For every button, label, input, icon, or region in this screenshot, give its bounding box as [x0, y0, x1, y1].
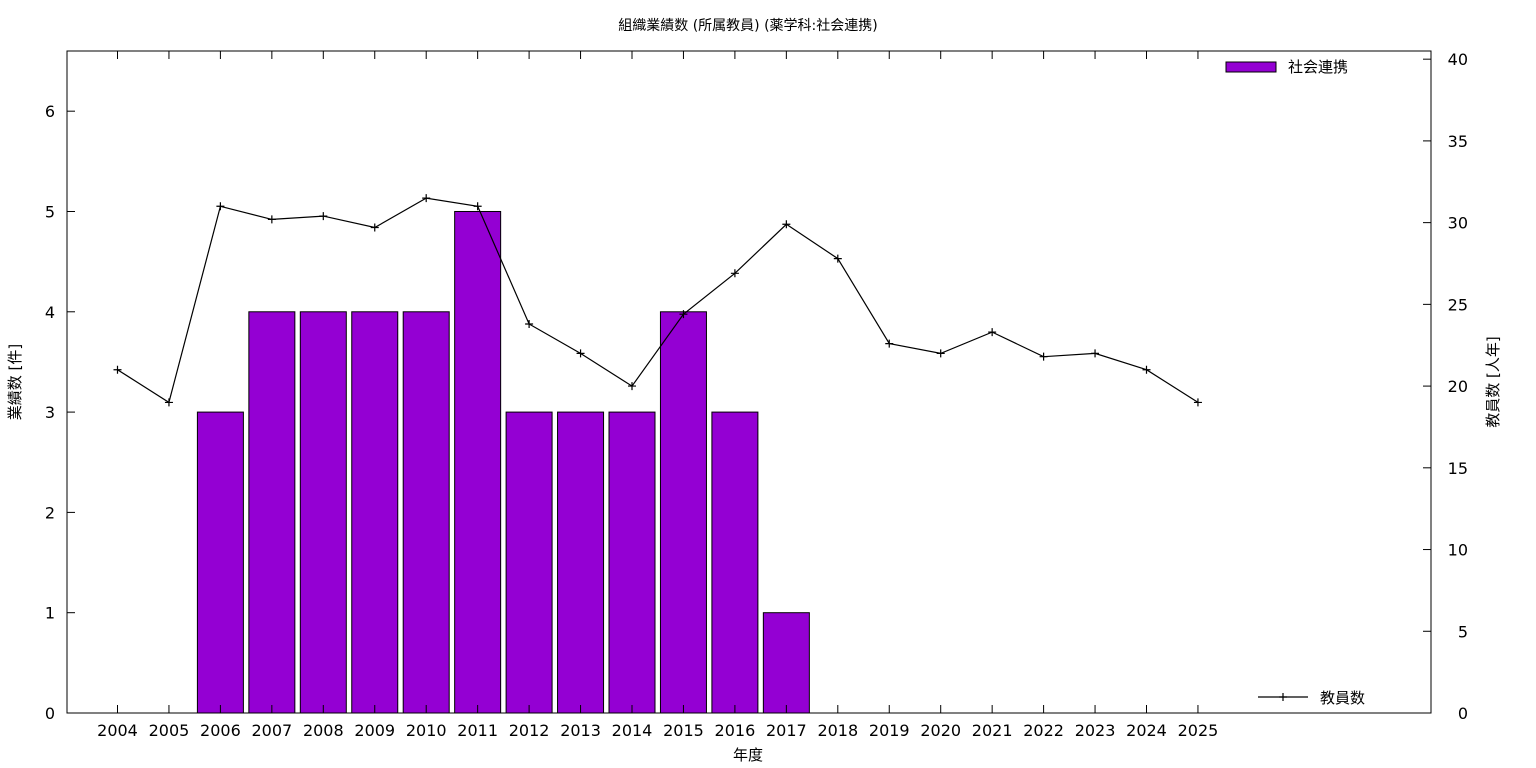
line-point-2005	[164, 398, 173, 407]
faculty-line	[117, 197, 1199, 404]
y-tick-label-6: 6	[45, 102, 55, 121]
x-tick-label-2005: 2005	[149, 721, 190, 740]
y-axis-left: 0 1 2 3 4 5 6	[45, 102, 75, 723]
line-point-2018	[833, 254, 842, 263]
x-tick-label-2018: 2018	[817, 721, 858, 740]
line-point-2019	[885, 339, 894, 348]
line-group	[113, 194, 1202, 407]
plot-frame	[66, 50, 1432, 714]
y-tick-label-5: 5	[45, 202, 55, 221]
line-point-2007	[267, 215, 276, 224]
x-tick-label-2022: 2022	[1023, 721, 1064, 740]
chart-title: 組織業績数 (所属教員) (薬学科:社会連携)	[618, 18, 877, 34]
x-tick-label-2013: 2013	[560, 721, 601, 740]
line-point-2004	[113, 365, 122, 374]
line-point-2025	[1193, 398, 1202, 407]
x-axis-label: 年度	[733, 746, 763, 764]
line-point-2012	[525, 319, 534, 328]
bar-2011	[454, 210, 502, 714]
bar-2008	[299, 311, 347, 714]
bar-2014	[608, 411, 656, 714]
x-tick-label-2017: 2017	[766, 721, 807, 740]
line-point-2021	[988, 328, 997, 337]
bar-2006	[196, 411, 244, 714]
y2-tick-label-25: 25	[1448, 295, 1468, 314]
x-tick-label-2012: 2012	[509, 721, 550, 740]
y-tick-label-1: 1	[45, 604, 55, 623]
x-tick-label-2015: 2015	[663, 721, 704, 740]
bars-group	[196, 210, 810, 714]
line-point-2006	[216, 202, 225, 211]
y-tick-label-4: 4	[45, 303, 55, 322]
line-point-2013	[576, 349, 585, 358]
y2-tick-label-15: 15	[1448, 459, 1468, 478]
bar-2016	[711, 411, 759, 714]
line-point-2011	[473, 202, 482, 211]
x-tick-label-2014: 2014	[612, 721, 653, 740]
y2-tick-label-0: 0	[1458, 704, 1468, 723]
x-tick-label-2021: 2021	[972, 721, 1013, 740]
y2-tick-label-35: 35	[1448, 132, 1468, 151]
line-point-2024	[1142, 365, 1151, 374]
x-tick-label-2007: 2007	[251, 721, 292, 740]
x-tick-label-2016: 2016	[715, 721, 756, 740]
line-point-2015	[679, 310, 688, 319]
y2-tick-label-40: 40	[1448, 50, 1468, 69]
line-point-2008	[319, 212, 328, 221]
x-tick-label-2011: 2011	[457, 721, 498, 740]
bar-2017	[762, 612, 810, 714]
y-tick-label-0: 0	[45, 704, 55, 723]
x-tick-label-2008: 2008	[303, 721, 344, 740]
x-tick-label-2004: 2004	[97, 721, 138, 740]
x-tick-label-2019: 2019	[869, 721, 910, 740]
x-tick-label-2024: 2024	[1126, 721, 1167, 740]
y-axis-right: 0 5 10 15 20 25 30 35 40	[1423, 50, 1468, 723]
x-tick-label-2006: 2006	[200, 721, 241, 740]
bar-2010	[402, 311, 450, 714]
line-point-2022	[1039, 352, 1048, 361]
bar-2007	[248, 311, 296, 714]
legend-line-marker	[1279, 693, 1287, 701]
line-point-2009	[370, 223, 379, 232]
line-point-2023	[1091, 349, 1100, 358]
legend-line: 教員数	[1258, 689, 1365, 707]
x-tick-label-2010: 2010	[406, 721, 447, 740]
line-point-2020	[936, 349, 945, 358]
x-tick-label-2020: 2020	[920, 721, 961, 740]
line-point-2017	[782, 220, 791, 229]
x-tick-label-2025: 2025	[1178, 721, 1219, 740]
y-tick-label-2: 2	[45, 503, 55, 522]
line-point-2014	[628, 382, 636, 391]
legend-line-label: 教員数	[1320, 689, 1365, 707]
y-tick-label-3: 3	[45, 403, 55, 422]
legend-bar: 社会連携	[1225, 58, 1348, 76]
bar-2013	[557, 411, 605, 714]
bar-2015	[659, 311, 707, 714]
x-tick-label-2023: 2023	[1075, 721, 1116, 740]
bar-2012	[505, 411, 553, 714]
y2-tick-label-30: 30	[1448, 214, 1468, 233]
legend-bar-swatch	[1225, 61, 1277, 73]
line-point-2010	[422, 194, 431, 203]
y2-tick-label-10: 10	[1448, 541, 1468, 560]
bar-2009	[351, 311, 399, 714]
x-axis: 2004 2005 2006 2007 2008 2009 2010 2011 2012 2013…	[97, 51, 1218, 740]
y2-tick-label-5: 5	[1458, 622, 1468, 641]
line-point-2016	[730, 269, 739, 278]
y-axis-label: 業績数 [件]	[6, 344, 24, 420]
y2-axis-label: 教員数 [人年]	[1484, 336, 1502, 427]
x-tick-label-2009: 2009	[354, 721, 395, 740]
legend-bar-label: 社会連携	[1288, 58, 1348, 76]
y2-tick-label-20: 20	[1448, 377, 1468, 396]
